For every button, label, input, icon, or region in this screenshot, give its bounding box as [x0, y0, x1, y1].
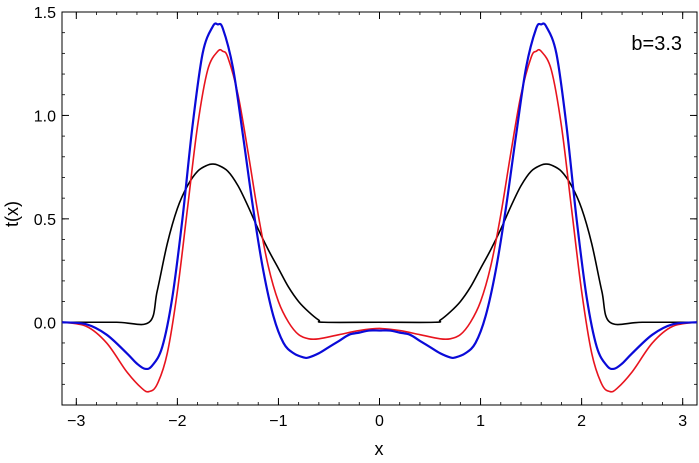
series-line-black — [62, 163, 697, 326]
plot-frame — [61, 11, 698, 406]
ticks: −3 −2 −1 0 1 2 3 0.0 0.5 1.0 1.5 — [34, 5, 697, 430]
series-line-red — [62, 48, 697, 393]
x-tick-label: −1 — [269, 413, 287, 430]
series-group — [62, 22, 697, 393]
annotation-label: b=3.3 — [631, 33, 682, 55]
y-tick-label: 1.5 — [34, 5, 56, 22]
x-tick-label: 0 — [375, 413, 384, 430]
x-tick-label: −2 — [168, 413, 186, 430]
y-tick-label: 0.0 — [34, 315, 56, 332]
x-tick-label: −3 — [67, 413, 85, 430]
series-line-blue — [62, 22, 697, 371]
x-tick-label: 1 — [476, 413, 485, 430]
x-tick-label: 3 — [678, 413, 687, 430]
y-tick-label: 0.5 — [34, 212, 56, 229]
x-tick-label: 2 — [577, 413, 586, 430]
y-tick-label: 1.0 — [34, 108, 56, 125]
y-axis-label: t(x) — [2, 201, 22, 227]
x-axis-label: x — [375, 439, 384, 459]
